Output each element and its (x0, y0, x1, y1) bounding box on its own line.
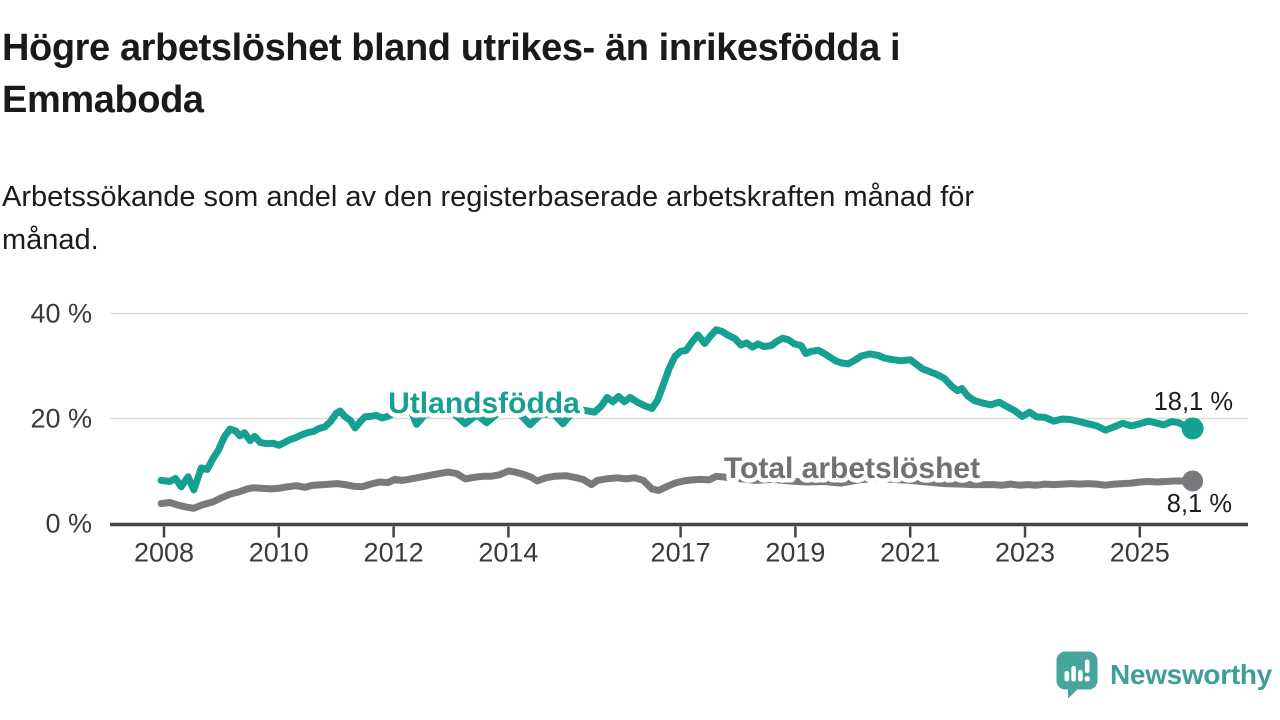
x-tick-label-2012: 2012 (364, 538, 424, 568)
utlandsfodda-line (157, 326, 1197, 494)
total-value-label: 8,1 % (1167, 490, 1232, 518)
chart-title: Högre arbetslöshet bland utrikes- än inr… (2, 22, 901, 126)
chart-title-line2: Emmaboda (2, 79, 204, 121)
y-tick-label-20: 20 % (30, 404, 92, 434)
y-tick-label-0: 0 % (45, 509, 92, 539)
chart-title-line1: Högre arbetslöshet bland utrikes- än inr… (2, 27, 901, 69)
x-tick-label-2019: 2019 (765, 538, 825, 568)
newsworthy-brand: Newsworthy (1055, 650, 1272, 700)
utlandsfodda-endpoint-dot (1181, 417, 1204, 440)
total-line (157, 467, 1197, 512)
x-tick-label-2025: 2025 (1110, 538, 1170, 568)
x-tick-label-2023: 2023 (995, 538, 1055, 568)
chart-subtitle: Arbetssökande som andel av den registerb… (2, 176, 974, 262)
x-tick-label-2021: 2021 (880, 538, 940, 568)
x-tick-label-2008: 2008 (134, 538, 194, 568)
chart-subtitle-line2: månad. (2, 224, 99, 256)
total-series-label: Total arbetslöshet (724, 452, 980, 485)
utlandsfodda-value-label: 18,1 % (1154, 388, 1233, 416)
utlandsfodda-series-label: Utlandsfödda (388, 387, 580, 420)
x-tick-label-2017: 2017 (651, 538, 711, 568)
x-tick-label-2010: 2010 (249, 538, 309, 568)
y-tick-label-40: 40 % (30, 299, 92, 329)
x-tick-label-2014: 2014 (478, 538, 538, 568)
newsworthy-logo-icon (1056, 651, 1098, 699)
newsworthy-brand-name: Newsworthy (1110, 659, 1272, 690)
chart-subtitle-line1: Arbetssökande som andel av den registerb… (2, 181, 975, 213)
total-endpoint-dot (1182, 470, 1204, 492)
